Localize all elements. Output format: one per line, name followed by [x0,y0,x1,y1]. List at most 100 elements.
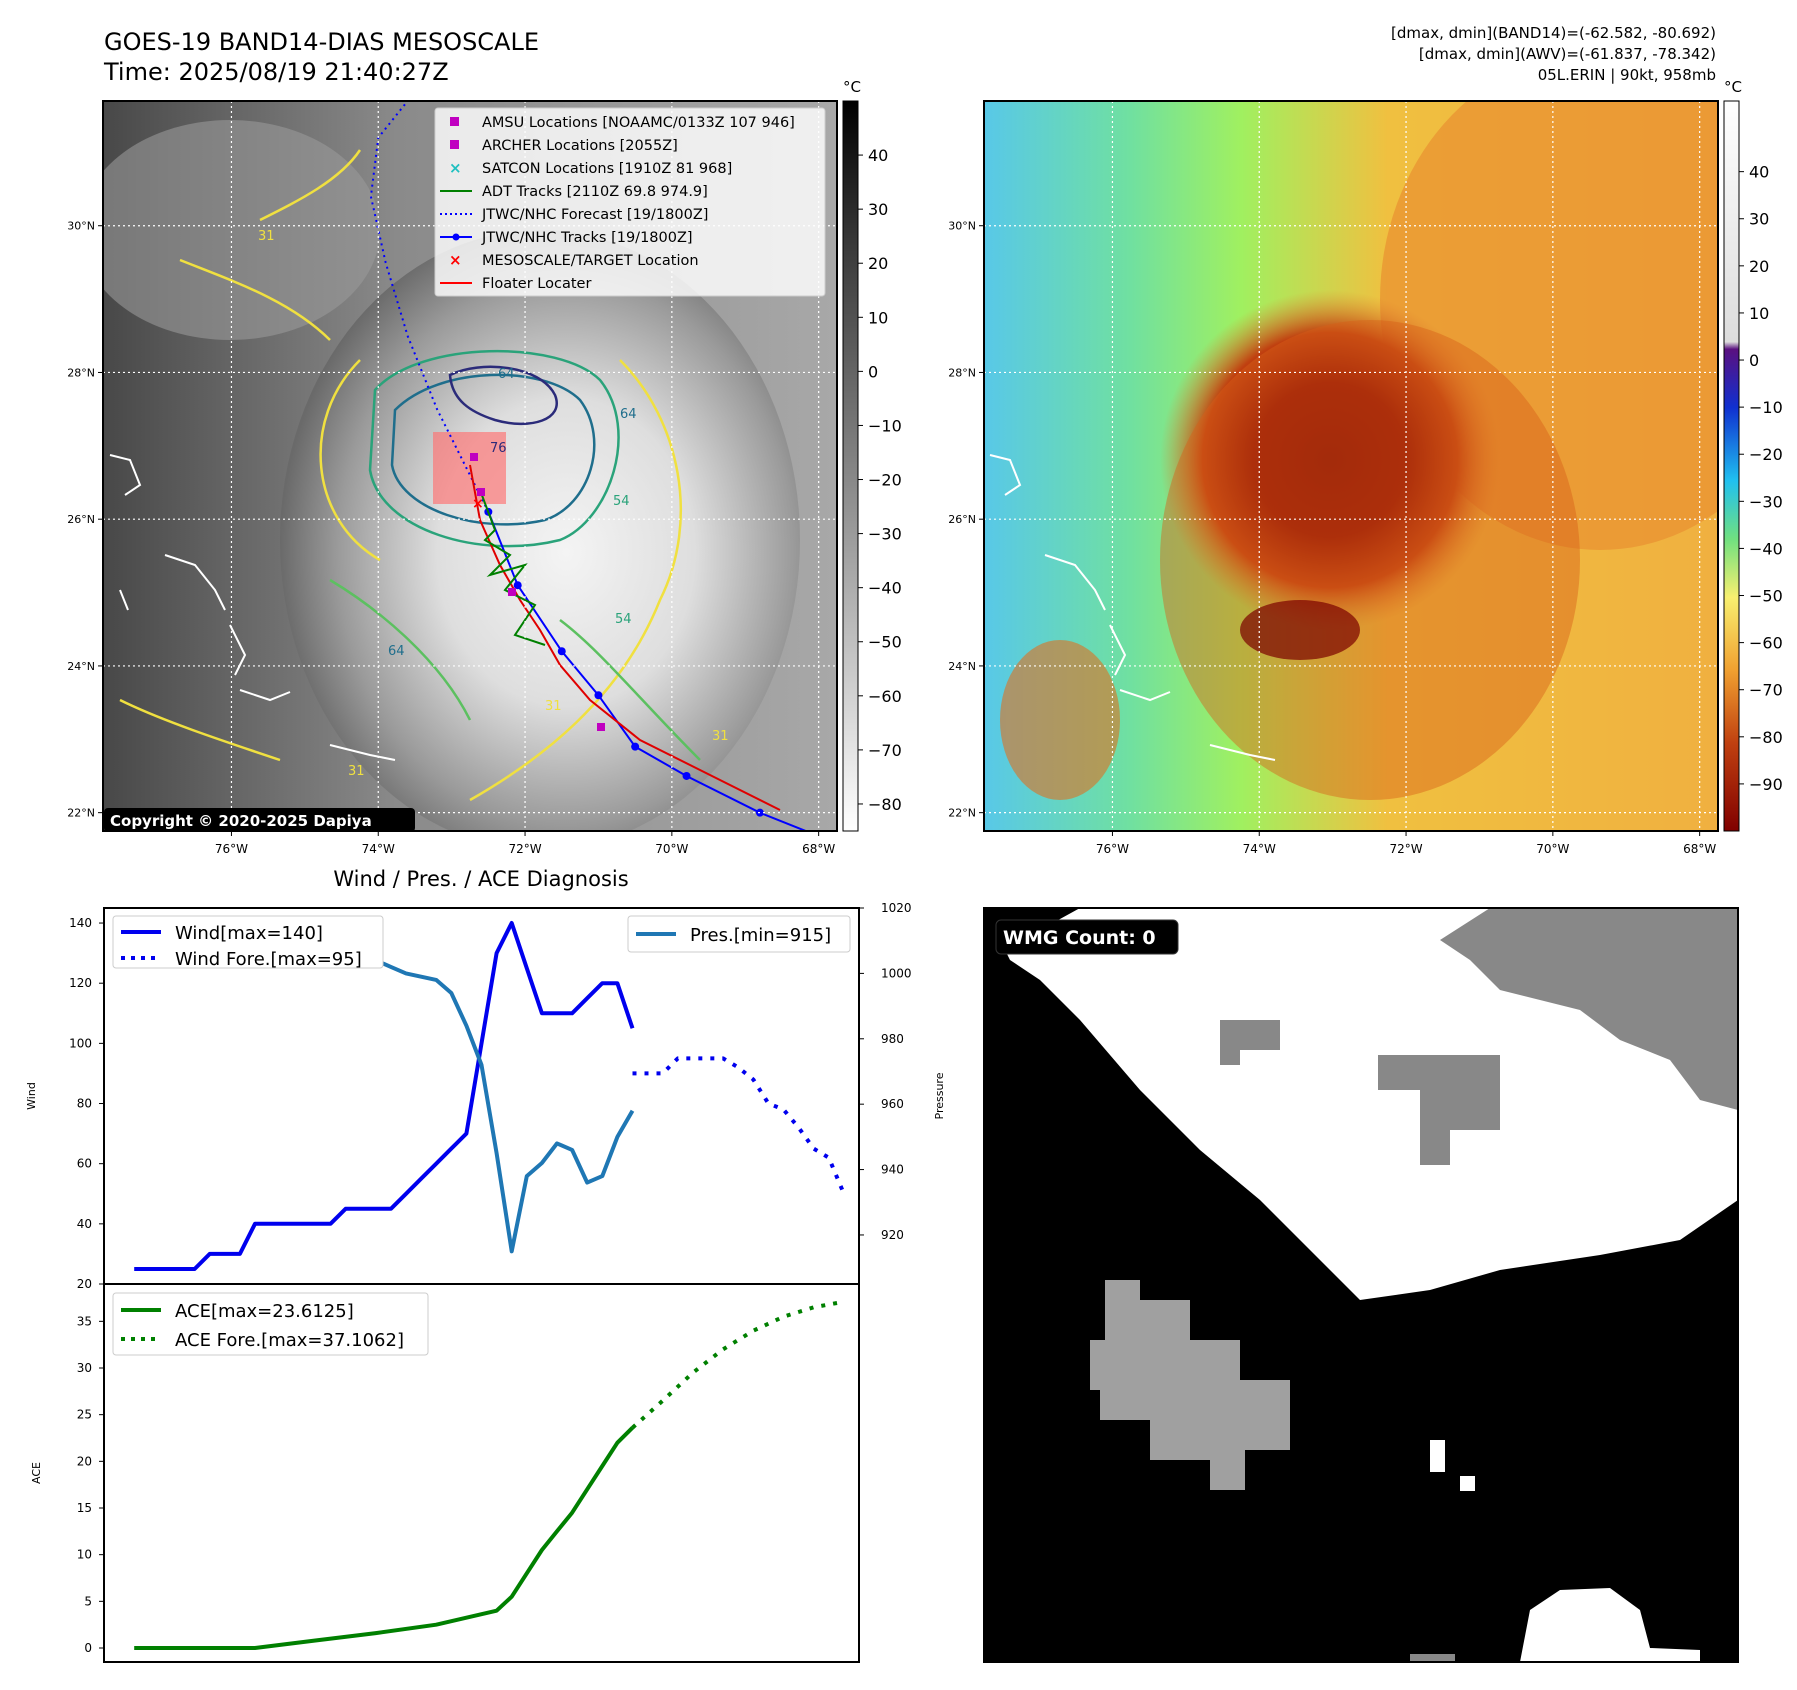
contour-31 [319,359,683,802]
y-right-tick-label: 1020 [881,901,912,915]
diagnosis-title: Wind / Pres. / ACE Diagnosis [333,867,628,891]
awv-cold-spot [1240,600,1360,660]
lat-tick-label: 30°N [948,220,976,233]
y-tick-label: 30 [77,1361,92,1375]
jtwc-track-points [484,507,764,817]
contour-label: 31 [545,699,562,714]
y-tick-label: 80 [77,1097,92,1111]
colorbar-tick-label: −30 [868,525,902,544]
copyright-text: Copyright © 2020-2025 Dapiya [110,812,372,830]
colorbar-tick-label: 10 [1749,304,1769,323]
wmg-count-label: WMG Count: 0 [1003,927,1156,949]
contour-64 [390,373,596,526]
colorbar-tick-label: 20 [868,254,888,273]
y-tick-label: 40 [77,1217,92,1231]
lon-tick-label: 70°W [655,842,688,856]
jtwc-track-point [513,581,522,590]
copyright-badge [104,808,415,832]
gray-colorbar: °C 40 30 20 10 0 −10 −20 −30 −40 −50 −60 −70 −80 [842,78,902,832]
ace-chart: 0 5 10 15 20 25 30 35 ACE ACE[max=23.6125] ACE … [30,1283,860,1663]
color-colorbar-strip [1723,100,1740,832]
series-line-0-1 [632,1056,846,1195]
legend-label: AMSU Locations [NOAAMC/0133Z 107 946] [482,115,795,131]
y-tick-label: 25 [77,1408,92,1422]
jtwc-track-point [557,647,566,656]
contour-label: 54 [613,494,630,509]
y-tick-label: 20 [77,1277,92,1291]
legend-marker: × [449,251,462,269]
y-tick-label: 35 [77,1314,92,1328]
lat-tick-label: 28°N [948,366,976,379]
contour-label: 64 [388,644,405,659]
lon-tick-label: 72°W [508,842,541,856]
lon-tick-label: 74°W [362,842,395,856]
contour-label: 76 [490,441,507,456]
y-right-tick-label: 920 [881,1228,904,1242]
colorbar-tick-label: −60 [868,687,902,706]
awv-map [983,100,1719,832]
contour-label: 64 [620,407,637,422]
y-tick-label: 60 [77,1157,92,1171]
legend-label: MESOSCALE/TARGET Location [482,253,699,269]
awv-range: [dmax, dmin](AWV)=(-61.837, -78.342) [1419,45,1716,63]
amsu-marker [470,453,478,461]
ir-legend: AMSU Locations [NOAAMC/0133Z 107 946] ARC… [434,107,826,297]
colorbar-tick-label: 0 [1749,351,1759,370]
ir-cloud-band [103,120,380,340]
lat-tick-label: 22°N [67,807,95,820]
y-tick-label: 20 [77,1454,92,1468]
colorbar-tick-label: −70 [868,741,902,760]
contour-31-outer [119,149,362,762]
wmg-frame [983,907,1739,1663]
colorbar-tick-label: −10 [868,416,902,435]
lat-tick-label: 30°N [67,220,95,233]
legend-label: ARCHER Locations [2055Z] [482,138,678,154]
color-colorbar: °C 40 30 20 10 0 −10 −20 −30 −40 −50 −60 −70 −80 −90 [1723,78,1783,832]
archer-marker [477,488,485,496]
mesoscale-target-marker: × [472,496,484,512]
colorbar-tick-label: −90 [1749,775,1783,794]
jtwc-track-point [682,771,691,780]
lon-tick-label: 72°W [1389,842,1422,856]
legend-label: JTWC/NHC Forecast [19/1800Z] [481,207,708,223]
colorbar-tick-label: −40 [868,579,902,598]
archer-marker-2 [508,588,516,596]
series-line-1-0 [134,1426,634,1650]
wmg-panel: WMG Count: 0 [983,907,1739,1663]
lon-tick-label: 68°W [1683,842,1716,856]
figure-time: Time: 2025/08/19 21:40:27Z [103,58,449,86]
archer-marker-3 [597,723,605,731]
wind-legend-label: Wind[max=140] [175,923,323,944]
series-line-0-0 [134,921,635,1271]
contour-54 [368,349,620,548]
adt-track-line [479,489,546,646]
ir-map: × 64 76 54 64 31 31 31 54 64 31 AMSU Loc… [102,100,838,832]
wind-chart: 20 40 60 80 100 120 140 920 940 960 980 1000 1020 Wi… [25,901,946,1291]
legend-marker [450,117,459,126]
pressure-legend-box [627,915,851,953]
ir-cloud-mass [280,230,800,831]
colorbar-tick-label: 30 [1749,210,1769,229]
ir-map-frame [102,100,838,832]
mesoscale-box [433,432,506,504]
wind-chart-frame [103,907,860,1285]
y-tick-label: 140 [69,916,92,930]
wmg-white-region [1000,908,1738,1300]
contour-76 [448,365,558,425]
lat-tick-label: 26°N [948,513,976,526]
colorbar-tick-label: −20 [1749,445,1783,464]
colorbar-tick-label: 10 [868,308,888,327]
figure-title: GOES-19 BAND14-DIAS MESOSCALE [104,28,539,56]
colorbar-tick-label: −70 [1749,681,1783,700]
lat-tick-label: 24°N [67,660,95,673]
colorbar-tick-label: 40 [868,146,888,165]
wmg-badge [995,919,1179,955]
y-tick-label: 0 [84,1641,92,1655]
ace-legend-label: ACE[max=23.6125] [175,1301,354,1322]
wind-forecast-legend-label: Wind Fore.[max=95] [175,949,362,970]
contour-label: 54 [615,612,632,627]
colorbar-tick-label: −80 [868,795,902,814]
ace-axis-label: ACE [30,1462,43,1484]
y-tick-label: 15 [77,1501,92,1515]
